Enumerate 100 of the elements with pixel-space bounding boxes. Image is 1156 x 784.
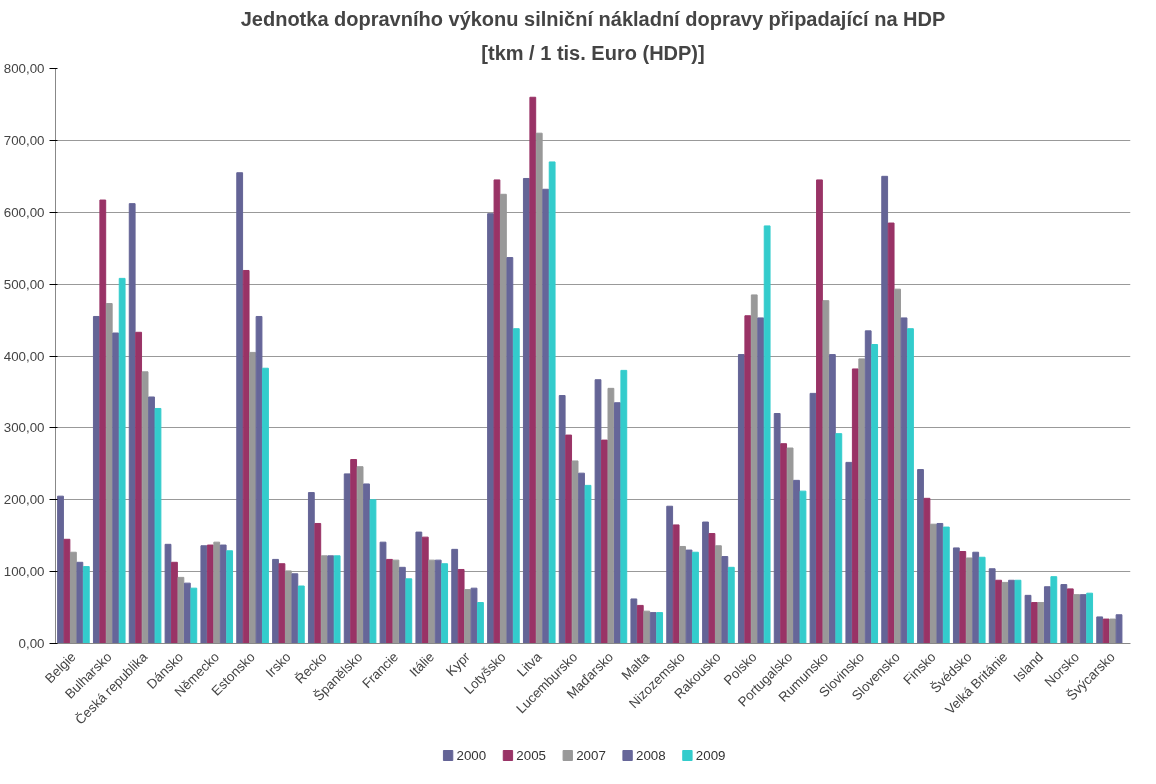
bar (262, 367, 269, 644)
bar (297, 585, 305, 644)
chart-subtitle: [tkm / 1 tis. Euro (HDP)] (481, 41, 705, 64)
legend-label: 2000 (456, 748, 487, 763)
bar (558, 395, 566, 644)
bar (786, 447, 794, 644)
bar (327, 555, 335, 644)
bar (715, 545, 722, 644)
bar (477, 602, 484, 644)
y-tick-label: 100,00 (3, 564, 45, 580)
bar (959, 551, 967, 644)
bar (379, 541, 387, 644)
bar (584, 484, 592, 644)
bar (900, 317, 908, 644)
legend-label: 2009 (695, 748, 726, 763)
bar (213, 541, 221, 644)
bar (692, 551, 699, 644)
bar (995, 579, 1003, 644)
bar (685, 549, 693, 644)
bar (135, 331, 143, 644)
bar (708, 533, 716, 644)
bar (177, 576, 185, 644)
bar (200, 545, 208, 644)
bar (307, 492, 315, 644)
y-tick-label: 300,00 (3, 420, 45, 436)
bar (363, 483, 370, 644)
bar (757, 317, 765, 644)
legend-label: 2007 (576, 748, 606, 763)
bar (702, 521, 709, 644)
bar (809, 392, 817, 644)
y-tick-label: 500,00 (3, 276, 45, 292)
bar (672, 524, 680, 644)
bar (529, 96, 537, 644)
bar (643, 610, 651, 644)
bar (415, 531, 423, 644)
bar (333, 555, 341, 644)
bar (1037, 602, 1045, 644)
chart-title: Jednotka dopravního výkonu silniční nákladní dopravy připadající na HDP (240, 7, 946, 30)
bar (780, 443, 788, 644)
bar (392, 559, 400, 644)
bar (1073, 594, 1081, 644)
bar (835, 433, 843, 644)
bar (190, 587, 198, 644)
bar (822, 300, 830, 644)
bar (548, 161, 556, 644)
bar (457, 568, 465, 644)
bar (972, 551, 980, 644)
bar (744, 315, 752, 644)
bar (154, 407, 162, 644)
bar (1060, 584, 1068, 644)
bar (988, 568, 996, 644)
bar (828, 354, 836, 644)
bar (1050, 576, 1058, 644)
bar (441, 563, 449, 644)
y-tick-label: 0,00 (18, 636, 45, 651)
bar (82, 566, 90, 644)
bar (118, 277, 126, 644)
bar (183, 582, 191, 644)
bar (845, 461, 853, 644)
bar (236, 172, 244, 644)
bar (63, 538, 71, 644)
bar (226, 550, 234, 644)
bar (773, 413, 781, 644)
bar (727, 566, 735, 644)
bar (278, 563, 286, 644)
bar (1066, 588, 1074, 644)
bar (369, 499, 377, 644)
y-tick-label: 800,00 (3, 61, 45, 76)
bar (76, 561, 84, 644)
bar (506, 257, 514, 644)
bar (242, 269, 250, 644)
bar (887, 222, 895, 644)
y-tick-label: 400,00 (3, 348, 45, 364)
bar (594, 379, 602, 644)
bar (164, 543, 172, 644)
bar (99, 199, 107, 644)
bar (1115, 614, 1123, 644)
bar (291, 573, 299, 644)
bar (512, 328, 520, 644)
bar (542, 188, 550, 644)
bar (350, 459, 358, 644)
bar (871, 344, 879, 644)
bar (1014, 579, 1022, 644)
bar (451, 548, 459, 644)
bar (565, 434, 573, 644)
bar (978, 556, 986, 644)
bar (1024, 594, 1032, 644)
bar (923, 497, 931, 644)
bar (421, 536, 429, 644)
bar (881, 175, 889, 644)
bar (1086, 592, 1094, 644)
bar (942, 526, 950, 644)
bar (917, 469, 924, 644)
bar (816, 179, 823, 644)
bar (398, 566, 406, 644)
bar (620, 369, 628, 644)
bar (57, 495, 64, 644)
legend-label: 2005 (516, 748, 546, 763)
bar (428, 559, 436, 644)
bar (112, 332, 120, 644)
